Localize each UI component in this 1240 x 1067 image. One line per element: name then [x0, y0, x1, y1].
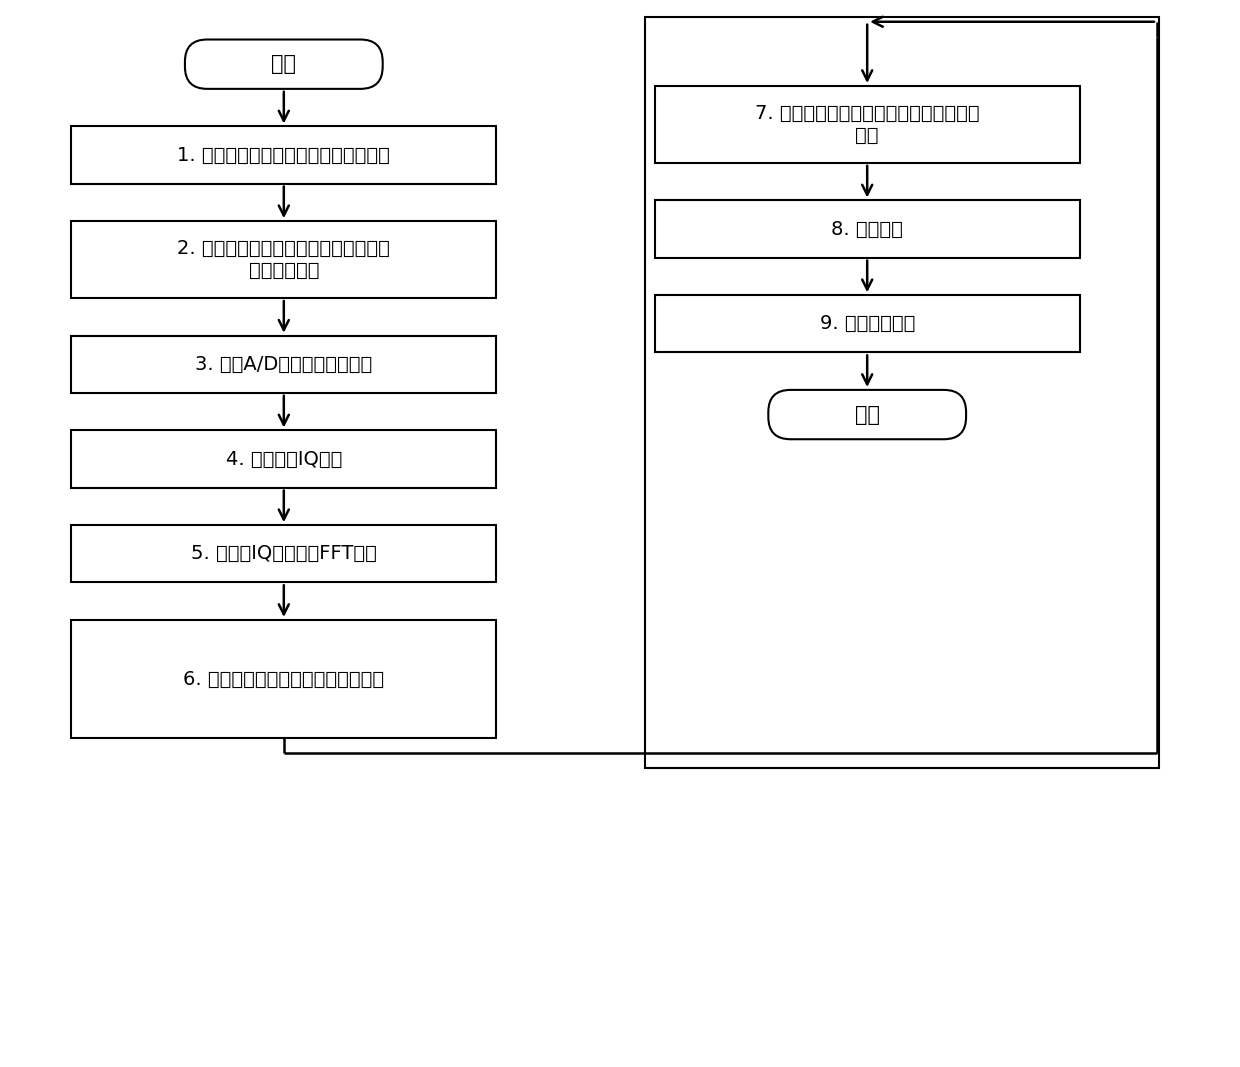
Text: 8. 解析帧头: 8. 解析帧头	[831, 220, 903, 239]
Text: 5. 对采样IQ数据进行FFT计算: 5. 对采样IQ数据进行FFT计算	[191, 544, 377, 563]
FancyBboxPatch shape	[185, 39, 383, 89]
Bar	[655, 201, 1080, 257]
Text: 4. 获得数字IQ数据: 4. 获得数字IQ数据	[226, 449, 342, 468]
Bar	[71, 525, 496, 583]
Bar	[71, 620, 496, 738]
Text: 1. 确定模拟射频的中心频率和接收带宽: 1. 确定模拟射频的中心频率和接收带宽	[177, 145, 391, 164]
Text: 结束: 结束	[854, 404, 879, 425]
Text: 6. 取出每条物理信道的频域带宽数据: 6. 取出每条物理信道的频域带宽数据	[184, 670, 384, 688]
Bar	[71, 336, 496, 393]
Bar	[71, 430, 496, 488]
Text: 7. 从频域确定物理信道上是否存在有效数
据帧: 7. 从频域确定物理信道上是否存在有效数 据帧	[755, 103, 980, 145]
FancyBboxPatch shape	[769, 389, 966, 440]
Bar	[655, 86, 1080, 163]
Text: 3. 确定A/D采样器的采样频率: 3. 确定A/D采样器的采样频率	[195, 354, 372, 373]
Bar	[71, 126, 496, 184]
Bar	[645, 17, 1159, 768]
Bar	[655, 296, 1080, 352]
Text: 9. 解析帧数据体: 9. 解析帧数据体	[820, 315, 915, 333]
Bar	[71, 221, 496, 298]
Text: 2. 设置射频中心频率和接收带宽，获得
模拟射频信号: 2. 设置射频中心频率和接收带宽，获得 模拟射频信号	[177, 239, 391, 281]
Text: 开始: 开始	[272, 54, 296, 75]
